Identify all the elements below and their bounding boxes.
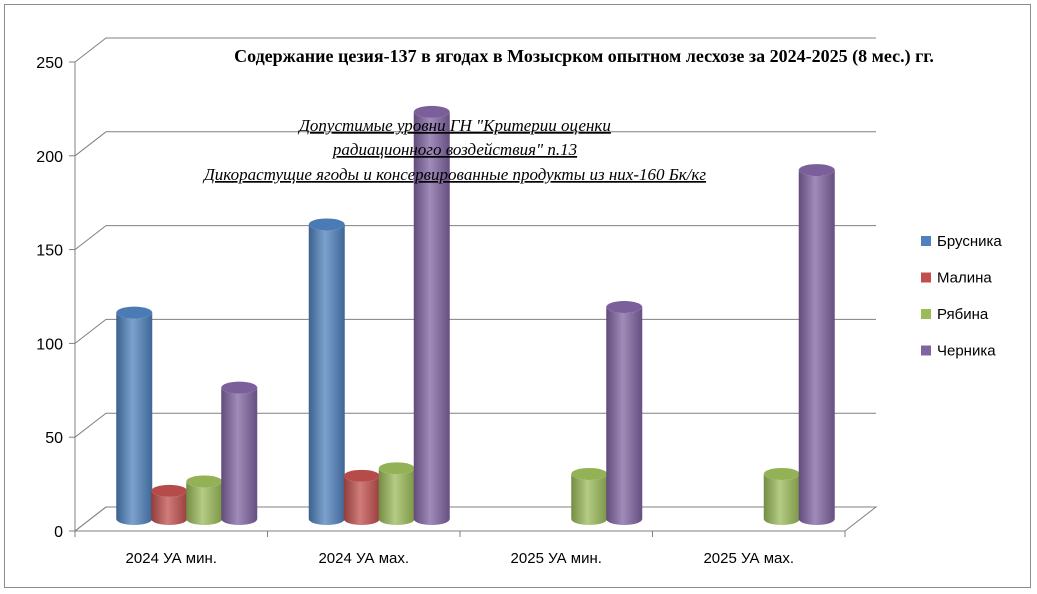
annotation-line-2: радиационного воздействия" п.13 [332,140,577,159]
y-tick-label: 0 [54,524,63,541]
bar-top-Рябина-0 [186,475,223,488]
annotation-line-1: Допустимые уровни ГН "Критерии оценки [297,116,611,135]
bar-top-Рябина-1 [378,462,415,475]
annotation-line-3: Дикорастущие ягоды и консервированные пр… [202,165,706,184]
y-tick-label: 50 [45,430,63,447]
gridline [74,131,876,157]
x-tick-label: 2024 УА мах. [318,550,409,567]
x-tick-label: 2025 УА мах. [703,550,794,567]
bar-top-Черника-3 [798,164,835,177]
bar-top-Малина-0 [151,484,188,497]
bar-Брусника-0 [116,312,153,525]
y-tick-label: 200 [36,149,63,166]
gridline [74,225,876,250]
legend: Брусника Малина Рябина Черника [921,233,1002,360]
bar-top-Брусника-1 [308,218,345,231]
gridline [74,412,876,438]
gridlines [74,37,876,532]
gridline [74,318,876,344]
bars [116,105,835,526]
legend-swatch-Черника [921,345,931,356]
legend-label-Черника: Черника [937,343,996,360]
x-axis: 2024 УА мин. 2024 УА мах. 2025 УА мин. 2025… [74,530,846,567]
x-tick-label: 2025 УА мин. [511,550,602,567]
chart-title: Содержание цезия-137 в ягодах в Мозысрко… [234,46,934,67]
bar-Черника-0 [221,387,258,525]
bar-top-Рябина-3 [763,467,800,480]
bar-top-Рябина-2 [571,467,608,480]
bar-Рябина-0 [186,481,223,525]
bar-Рябина-1 [378,468,415,525]
legend-label-Малина: Малина [937,270,992,287]
bar-top-Черника-0 [221,381,258,394]
bar-Черника-1 [413,111,450,526]
bar-Черника-3 [798,170,835,525]
legend-swatch-Брусника [921,236,931,246]
gridline [74,37,876,63]
bar-Малина-1 [343,475,380,525]
limit-annotation: Допустимые уровни ГН "Критерии оценки ра… [202,116,706,184]
bar-top-Малина-1 [343,469,380,482]
bar-Рябина-2 [571,473,608,525]
bar-Черника-2 [606,307,643,525]
y-tick-label: 100 [36,336,63,353]
bar-top-Черника-1 [413,105,450,118]
bar-top-Черника-2 [606,301,643,314]
x-tick-label: 2024 УА мин. [126,550,217,567]
y-tick-label: 250 [36,55,63,72]
bar-Брусника-1 [308,224,345,525]
legend-swatch-Рябина [921,309,931,319]
bar-Рябина-3 [763,473,800,525]
legend-label-Рябина: Рябина [937,306,989,323]
bar-top-Брусника-0 [116,306,153,319]
legend-label-Брусника: Брусника [937,233,1002,250]
legend-swatch-Малина [921,272,931,283]
y-axis: 0 50 100 150 200 250 [36,55,76,541]
y-tick-label: 150 [36,243,63,260]
bar-Малина-0 [151,490,188,525]
